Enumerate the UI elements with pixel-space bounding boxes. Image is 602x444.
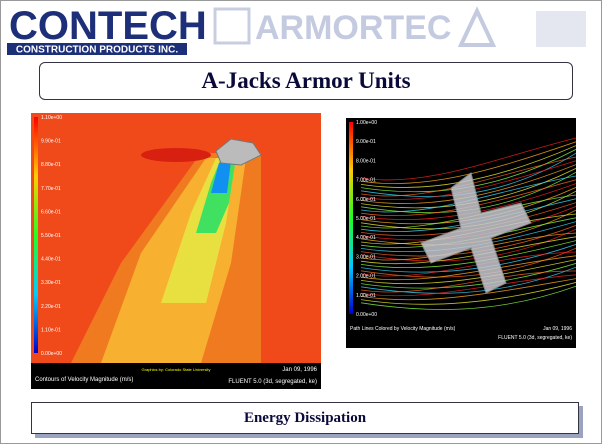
scale-label: 3.30e-01 bbox=[41, 280, 61, 286]
title: A-Jacks Armor Units bbox=[201, 68, 411, 93]
path-line bbox=[360, 266, 576, 294]
path-line bbox=[360, 141, 576, 184]
path-line bbox=[360, 137, 576, 181]
scale-label: 6.00e-01 bbox=[356, 197, 376, 203]
path-line bbox=[360, 255, 576, 281]
color-bar bbox=[34, 117, 38, 353]
zone bbox=[141, 148, 211, 162]
scale-label: 7.70e-01 bbox=[41, 186, 61, 192]
credit: Graphics by: Colorado State University bbox=[142, 367, 211, 372]
scale-label: 4.40e-01 bbox=[41, 257, 61, 263]
scale-label: 6.60e-01 bbox=[41, 209, 61, 215]
path-line bbox=[360, 251, 576, 277]
scale-label: 9.00e-01 bbox=[356, 139, 376, 145]
path-line bbox=[360, 240, 576, 269]
scale-label: 8.00e-01 bbox=[356, 158, 376, 164]
scale-label: 8.80e-01 bbox=[41, 162, 61, 168]
path-line bbox=[360, 247, 576, 278]
header: CONTECH CONSTRUCTION PRODUCTS INC. ARMOR… bbox=[7, 4, 586, 56]
armor-unit bbox=[420, 172, 532, 294]
footer: Energy Dissipation bbox=[243, 409, 367, 426]
plume bbox=[211, 161, 231, 193]
path-line bbox=[360, 282, 576, 305]
caption: Contours of Velocity Magnitude (m/s) bbox=[35, 377, 133, 383]
caption: Path Lines Colored by Velocity Magnitude… bbox=[350, 326, 456, 332]
title-box: A-Jacks Armor Units bbox=[39, 62, 573, 100]
scale-label: 0.00e+00 bbox=[356, 312, 377, 318]
scale-label: 3.00e-01 bbox=[356, 254, 376, 260]
date: Jan 09, 1996 bbox=[543, 326, 572, 332]
solver: FLUENT 5.0 (3d, segregated, ke) bbox=[228, 379, 317, 385]
path-line bbox=[360, 274, 576, 297]
path-line bbox=[360, 244, 576, 273]
path-line bbox=[360, 225, 576, 257]
armor-unit bbox=[215, 138, 262, 166]
scale-label: 1.00e-01 bbox=[356, 293, 376, 299]
logo-bar bbox=[7, 43, 187, 55]
path-line bbox=[360, 285, 576, 310]
small-logo bbox=[536, 11, 586, 47]
color-bar bbox=[349, 122, 353, 314]
date: Jan 09, 1996 bbox=[282, 367, 317, 373]
path-line bbox=[360, 236, 576, 265]
armortec-icon bbox=[213, 7, 251, 45]
path-line bbox=[360, 278, 576, 301]
path-line bbox=[360, 228, 576, 262]
path-line bbox=[360, 270, 576, 293]
logo-name: CONTECH bbox=[9, 4, 207, 48]
partner-logo: ARMORTEC bbox=[255, 9, 451, 47]
triangle-logo bbox=[457, 6, 497, 47]
scale-label: 1.00e+00 bbox=[356, 120, 377, 126]
scale-label: 1.10e-01 bbox=[41, 327, 61, 333]
scale-label: 0.00e+00 bbox=[41, 351, 62, 357]
footer-box: Energy Dissipation bbox=[31, 402, 579, 434]
path-line bbox=[360, 263, 576, 289]
scale-label: 9.90e-01 bbox=[41, 139, 61, 145]
scale-label: 2.20e-01 bbox=[41, 304, 61, 310]
scale-label: 5.00e-01 bbox=[356, 216, 376, 222]
path-line bbox=[360, 259, 576, 285]
scale-label: 1.10e+00 bbox=[41, 115, 62, 121]
scale-label: 2.00e-01 bbox=[356, 274, 376, 280]
solver: FLUENT 5.0 (3d, segregated, ke) bbox=[498, 335, 572, 341]
scale-label: 5.50e-01 bbox=[41, 233, 61, 239]
pathline-image: Path Lines Colored by Velocity Magnitude… bbox=[346, 118, 576, 348]
scale-label: 4.00e-01 bbox=[356, 235, 376, 241]
contour-image: Graphics by: Colorado State University C… bbox=[31, 113, 321, 389]
scale-label: 7.00e-01 bbox=[356, 178, 376, 184]
logo-sub: CONSTRUCTION PRODUCTS INC. bbox=[16, 45, 178, 56]
